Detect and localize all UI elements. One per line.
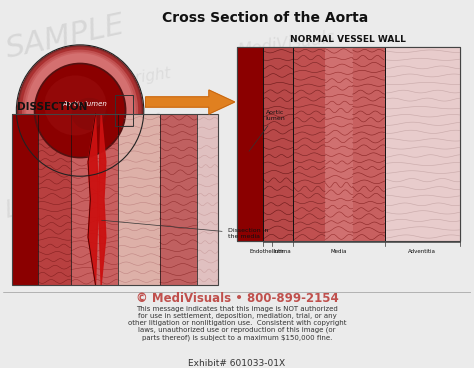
Bar [12,114,218,285]
Text: NORMAL VESSEL WALL: NORMAL VESSEL WALL [290,35,406,44]
Bar [237,47,459,241]
Bar [384,47,459,241]
Text: © MediVisuals • 800-899-2154: © MediVisuals • 800-899-2154 [136,292,338,305]
Ellipse shape [17,45,143,176]
Bar [293,47,325,241]
Ellipse shape [36,64,125,157]
Bar [71,114,118,285]
Bar [38,114,71,285]
Text: right M: right M [237,127,298,153]
Text: Copyright: Copyright [97,230,172,255]
Text: Aortic lumen: Aortic lumen [62,101,107,107]
Text: AM: AM [134,111,164,134]
Text: Adventitia: Adventitia [408,249,436,254]
Bar [197,114,218,285]
Text: Intima: Intima [273,249,292,254]
Ellipse shape [26,53,134,168]
Text: Exhibit# 601033-01X: Exhibit# 601033-01X [189,358,285,368]
Polygon shape [146,90,235,114]
Ellipse shape [24,52,136,169]
Bar [115,95,133,126]
Text: This message indicates that this image is NOT authorized
for use in settlement, : This message indicates that this image i… [128,305,346,340]
Text: Aortic
lumen: Aortic lumen [249,110,285,151]
Ellipse shape [44,75,107,135]
Bar [353,47,384,241]
Text: LE: LE [3,193,37,223]
Bar [12,114,218,285]
Text: visuals: visuals [36,94,90,117]
Bar [325,47,353,241]
Ellipse shape [19,47,141,174]
Text: Cross Section of the Aorta: Cross Section of the Aorta [162,11,368,25]
Text: Copyright: Copyright [97,66,172,91]
Text: MediVisuals: MediVisuals [293,187,385,215]
Text: Endothelium: Endothelium [250,249,285,254]
Ellipse shape [34,63,127,159]
Bar [160,114,197,285]
Text: Media: Media [331,249,347,254]
Text: SAMPLE: SAMPLE [3,10,128,64]
Text: Dissection in
the media: Dissection in the media [101,220,268,239]
Ellipse shape [72,98,107,130]
Text: MediVisuals: MediVisuals [237,28,337,60]
Text: DISSECTION: DISSECTION [17,102,87,112]
Bar [263,47,293,241]
Bar [237,47,459,241]
Ellipse shape [18,46,142,175]
Text: Copy: Copy [26,146,66,167]
Ellipse shape [22,50,138,171]
Polygon shape [88,114,106,285]
Bar [118,114,160,285]
Bar [237,47,263,241]
Bar [12,114,38,285]
